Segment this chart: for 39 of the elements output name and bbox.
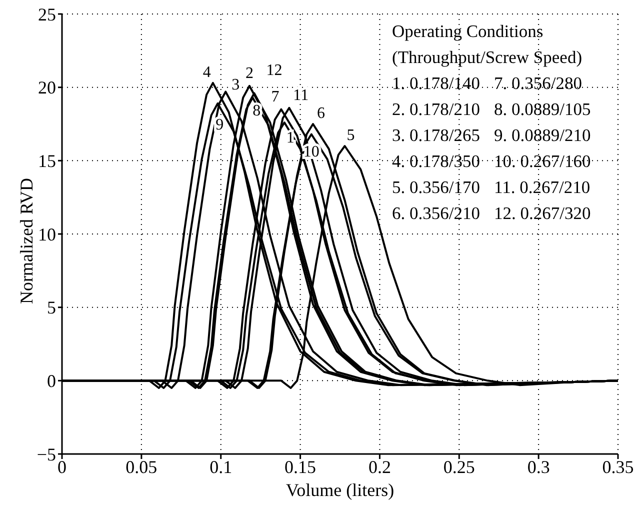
annotation: 2. 0.178/210 (392, 98, 480, 121)
annotation: 8. 0.0889/105 (494, 98, 591, 121)
annotation: 4. 0.178/350 (392, 150, 480, 173)
annotation: 10. 0.267/160 (494, 150, 591, 173)
x-tick-label: 0.1 (210, 456, 232, 477)
x-tick-label: 0.05 (126, 456, 158, 477)
x-tick-label: 0.3 (527, 456, 550, 477)
series-label: 5 (346, 127, 355, 144)
series-label: 11 (293, 86, 309, 104)
annotation: 12. 0.267/320 (494, 202, 591, 225)
annotation: 3. 0.178/265 (392, 124, 480, 147)
y-tick-label: 10 (38, 224, 56, 244)
annotation: Operating Conditions (392, 20, 544, 43)
annotation: 9. 0.0889/210 (494, 124, 591, 147)
y-tick-label: 15 (38, 151, 56, 172)
annotation: 7. 0.356/280 (494, 72, 583, 95)
x-tick-label: 0.35 (602, 456, 634, 477)
y-axis-title: Normalized RVD (16, 178, 36, 304)
series-label: 4 (202, 64, 211, 81)
series-label: 7 (271, 88, 280, 106)
series-label: 12 (266, 62, 282, 80)
annotation: (Throughput/Screw Speed) (392, 46, 584, 69)
x-tick-label: 0.2 (368, 456, 391, 477)
series-label: 2 (245, 64, 254, 82)
y-tick-label: 25 (38, 4, 56, 24)
series-label: 9 (216, 116, 224, 134)
y-tick-label: 20 (38, 78, 56, 98)
annotation: 6. 0.356/210 (392, 202, 480, 225)
x-tick-label: 0.25 (443, 456, 475, 477)
annotation: 1. 0.178/140 (392, 72, 480, 95)
y-tick-label: 0 (47, 371, 56, 392)
annotation: 11. 0.267/210 (494, 176, 591, 199)
annotation: 5. 0.356/170 (392, 176, 480, 199)
y-tick-label: 5 (47, 298, 56, 318)
series-label: 6 (316, 105, 325, 122)
x-axis-title: Volume (liters) (286, 480, 394, 500)
series-label: 3 (232, 76, 240, 94)
x-tick-label: 0.15 (284, 456, 316, 477)
y-tick-label: −5 (36, 444, 56, 464)
